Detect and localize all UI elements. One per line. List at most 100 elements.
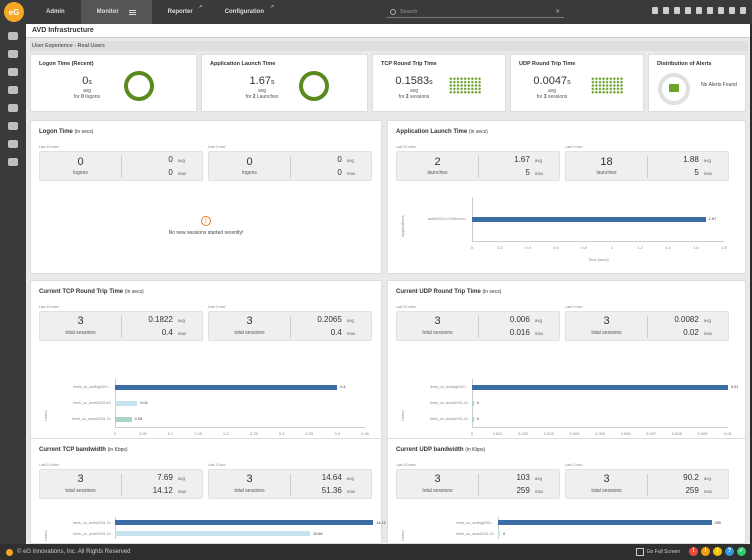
critical-alert-icon[interactable]: ! [689, 547, 698, 556]
x-tick-label: 0.004 [569, 431, 580, 436]
window-label: Last 10 mins [396, 145, 416, 149]
count-label: for 3 sessions [519, 94, 585, 100]
stat-box-last-1-hour: 3 total sessions 90.2 avg 259 max [565, 469, 729, 499]
avg-value: 1.67 [514, 155, 530, 164]
card-logon-time[interactable]: Logon Time (Recent) 0s avg for 0 logons [30, 54, 197, 112]
avg-value: 0 [337, 155, 342, 164]
mail-icon[interactable] [707, 7, 713, 14]
count-label: total sessions [65, 488, 96, 494]
panel-title-text: Application Launch Time [396, 129, 468, 135]
window-label: Last 10 mins [39, 145, 59, 149]
logon-time-value: 0s avg for 0 logons [57, 75, 117, 100]
alerts-donut [658, 73, 690, 105]
avg-value: 0 [168, 155, 173, 164]
stat-box-last-10-mins: 3 total sessions 103 avg 259 max [396, 469, 560, 499]
lock-icon[interactable] [674, 7, 680, 14]
max-value: 0 [337, 168, 342, 177]
help-icon[interactable]: ? [725, 547, 734, 556]
top-toolbar-icons [652, 7, 746, 14]
search-input[interactable]: Search [400, 8, 418, 15]
user-icon[interactable] [652, 7, 658, 14]
link-icon[interactable] [663, 7, 669, 14]
count-label: for 3 sessions [381, 94, 447, 100]
unit: s [567, 79, 571, 86]
data-label: 0.4 [340, 385, 346, 389]
menu-icon[interactable] [128, 9, 136, 15]
eye-icon[interactable] [8, 32, 18, 40]
card-udp-rtt[interactable]: UDP Round Trip Time 0.0047s avg for 3 sess… [510, 54, 644, 112]
search-bar[interactable]: Search ✕ [386, 6, 564, 18]
avg-label: avg [703, 318, 711, 323]
data-label: 1.67 [708, 217, 717, 221]
panel-title-unit: (in Kbps) [107, 447, 128, 453]
separator [290, 474, 291, 496]
separator [478, 474, 479, 496]
tab-admin[interactable]: Admin [46, 9, 65, 15]
panel-title-text: Current UDP Round Trip Time [396, 289, 481, 295]
x-tick-label: 0.007 [646, 431, 657, 436]
x-tick-label: 1.4 [665, 245, 671, 250]
udp-rtt-chart: 0 0.001 0.002 0.003 0.004 0.005 0.006 0.007 0.00… [388, 373, 747, 453]
max-label: max [703, 489, 713, 494]
eg-logo[interactable]: eG [4, 2, 24, 22]
y-axis-label: Users [43, 530, 48, 541]
close-icon[interactable]: ✕ [555, 8, 560, 15]
hierarchy-icon[interactable] [8, 50, 18, 58]
x-tick-label: 0.6 [553, 245, 559, 250]
layers-icon[interactable] [8, 104, 18, 112]
panel-title-unit: (in secs) [482, 289, 502, 295]
major-alert-icon[interactable]: ! [701, 547, 710, 556]
separator [647, 156, 648, 178]
max-label: max [346, 331, 356, 336]
panel-app-launch-time: Application Launch Time (in secs) Last 1… [387, 120, 746, 274]
alarm-icon[interactable] [685, 7, 691, 14]
separator [647, 316, 648, 338]
download-icon[interactable] [696, 7, 702, 14]
eg-logo-icon [6, 548, 13, 556]
tab-monitor[interactable]: Monitor [80, 0, 152, 24]
x-tick-label: 0.009 [697, 431, 708, 436]
panel-logon-time: Logon Time (in secs) Last 10 mins Last 1… [30, 120, 382, 274]
help-icon[interactable] [729, 7, 735, 14]
max-value: 0.4 [330, 328, 342, 337]
avg-label: avg [409, 88, 419, 94]
ok-status-icon[interactable]: ✓ [737, 547, 746, 556]
login-icon[interactable] [8, 68, 18, 76]
card-title: Application Launch Time [210, 61, 276, 67]
tab-configuration[interactable]: Configuration ↗ [209, 0, 280, 24]
x-axis-line [472, 241, 724, 242]
data-bar [115, 520, 374, 525]
panel-title: Current UDP Round Trip Time (in secs) [396, 289, 501, 295]
main-content: AVD Infrastructure User Experience - Rea… [26, 24, 750, 544]
bell-icon[interactable] [8, 158, 18, 166]
tab-reporter[interactable]: Reporter ↗ [152, 0, 209, 24]
power-icon[interactable] [740, 7, 746, 14]
avg-value: 0.2065 [317, 315, 342, 324]
x-tick-label: 0.35 [305, 431, 314, 436]
tcp-rtt-value: 0.1583s avg for 3 sessions [381, 75, 447, 100]
x-tick-label: 0.2 [223, 431, 229, 436]
gear-icon[interactable] [718, 7, 724, 14]
app-launch-chart: 0 0.2 0.4 0.6 0.8 1 1.2 1.4 1.6 1.8 avdsf02201-01\… [388, 191, 747, 271]
category-label: freek_on_avdra2201-01 [72, 520, 111, 525]
windows-icon[interactable] [8, 122, 18, 130]
x-axis-line [115, 427, 365, 428]
value: 0.1583 [395, 75, 430, 87]
full-screen-label: Go Full Screen [646, 548, 680, 555]
card-tcp-rtt[interactable]: TCP Round Trip Time 0.1583s avg for 3 sess… [372, 54, 506, 112]
card-alerts[interactable]: Distribution of Alerts No Alerts Found [648, 54, 746, 112]
avg-label: avg [534, 158, 542, 163]
card-title: TCP Round Trip Time [381, 61, 437, 67]
avg-value: 1.88 [683, 155, 699, 164]
minor-alert-icon[interactable]: ! [713, 547, 722, 556]
udp-rtt-value: 0.0047s avg for 3 sessions [519, 75, 585, 100]
data-bar [472, 416, 474, 422]
full-screen-button[interactable]: Go Full Screen [635, 547, 680, 556]
monitor-icon[interactable] [8, 86, 18, 94]
grid-icon[interactable] [8, 140, 18, 148]
x-tick-label: 0.006 [620, 431, 631, 436]
card-app-launch[interactable]: Application Launch Time 1.67s avg for 2 La… [201, 54, 368, 112]
external-link-icon: ↗ [269, 4, 275, 10]
x-tick-label: 0.3 [278, 431, 285, 436]
data-bar [498, 531, 500, 536]
